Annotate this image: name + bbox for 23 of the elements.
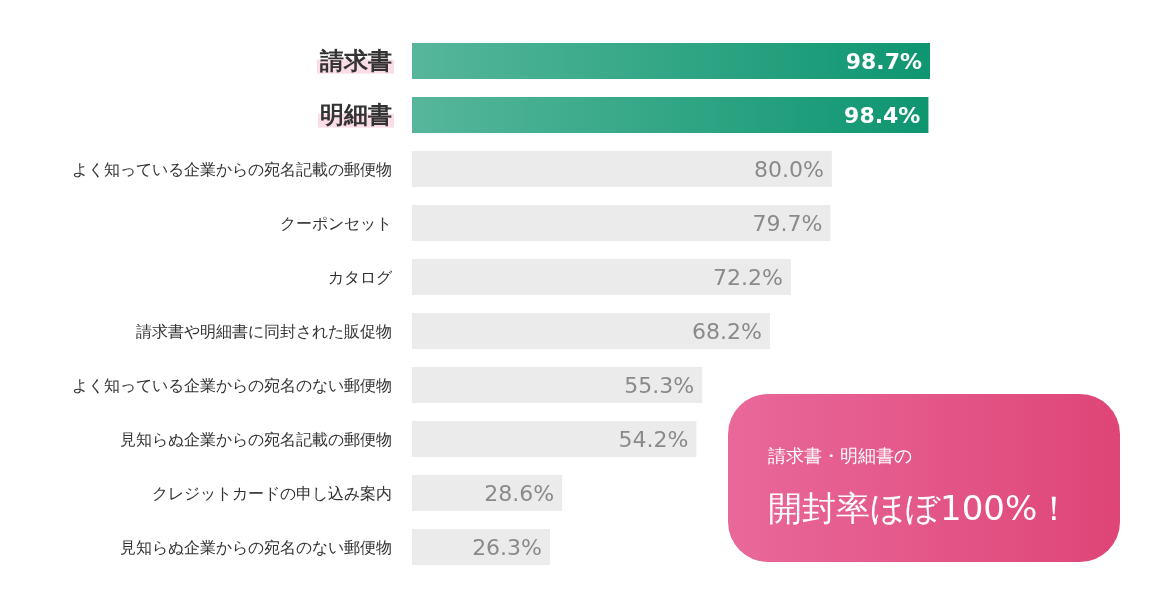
y-tick-label: カタログ <box>328 267 393 287</box>
data-label: 26.3% <box>472 534 543 560</box>
data-label: 98.4% <box>844 102 921 128</box>
data-label: 79.7% <box>752 210 823 236</box>
y-tick-label: 請求書 <box>319 47 392 75</box>
data-label: 80.0% <box>753 156 824 182</box>
y-tick-label: 明細書 <box>320 101 392 129</box>
callout: 請求書・明細書の 開封率ほぼ100%！ <box>728 394 1120 562</box>
annotation: 開封率ほぼ100%！ <box>768 488 1072 528</box>
data-label: 54.2% <box>618 426 689 452</box>
y-tick-label: 見知らぬ企業からの宛名記載の郵便物 <box>120 429 392 449</box>
y-tick-label: 請求書や明細書に同封された販促物 <box>136 321 392 341</box>
data-label: 72.2% <box>713 264 783 290</box>
y-tick-label: よく知っている企業からの宛名記載の郵便物 <box>72 159 392 179</box>
data-label: 55.3% <box>624 372 695 398</box>
annotation: 請求書・明細書の <box>768 445 912 466</box>
y-tick-label: 見知らぬ企業からの宛名のない郵便物 <box>120 537 392 557</box>
data-label: 98.7% <box>845 48 922 74</box>
data-label: 68.2% <box>692 318 762 344</box>
data-label: 28.6% <box>484 480 555 506</box>
y-tick-label: クーポンセット <box>280 213 392 233</box>
y-tick-label: よく知っている企業からの宛名のない郵便物 <box>72 375 392 395</box>
y-tick-label: クレジットカードの申し込み案内 <box>152 483 392 503</box>
